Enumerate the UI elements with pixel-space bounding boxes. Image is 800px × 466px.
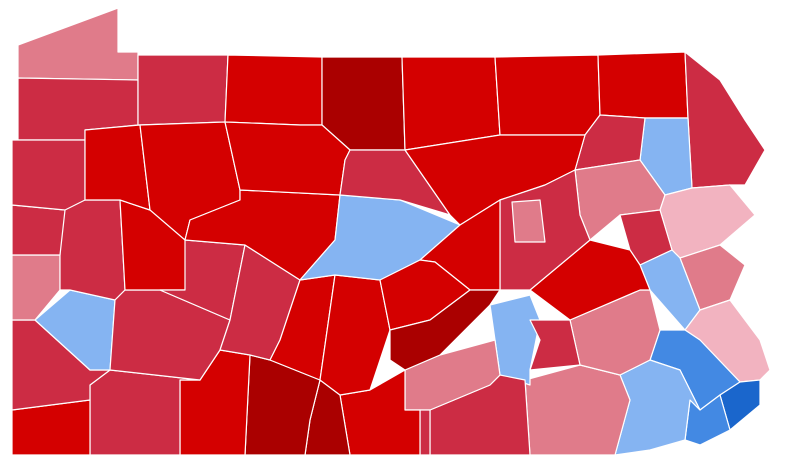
county xyxy=(684,51,766,189)
county xyxy=(659,184,756,259)
county xyxy=(59,199,126,301)
county xyxy=(597,51,689,119)
county xyxy=(11,139,86,211)
county xyxy=(419,409,431,456)
county xyxy=(17,7,139,81)
county xyxy=(401,56,501,151)
county xyxy=(389,289,501,371)
county xyxy=(529,319,581,371)
county xyxy=(137,54,229,126)
county xyxy=(224,54,323,126)
county xyxy=(529,239,651,321)
county xyxy=(494,54,601,136)
county xyxy=(339,369,421,456)
county xyxy=(511,199,546,243)
county xyxy=(84,124,151,211)
county xyxy=(524,364,631,456)
county xyxy=(224,121,351,196)
county xyxy=(11,204,66,256)
